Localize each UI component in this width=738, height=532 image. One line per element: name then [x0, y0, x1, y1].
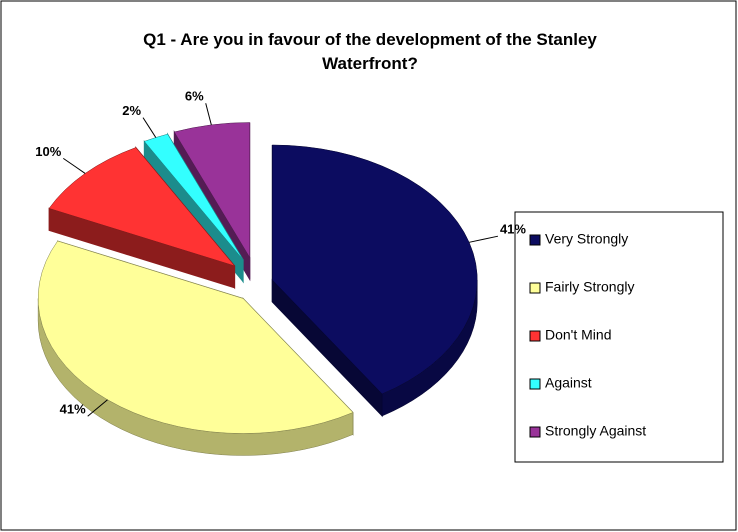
legend-swatch [529, 234, 541, 246]
data-label: 6% [185, 89, 204, 104]
legend-label: Against [545, 375, 592, 391]
legend-swatch [529, 378, 541, 390]
data-label: 41% [500, 222, 526, 237]
data-label: 41% [60, 402, 86, 417]
leader-line [142, 117, 157, 138]
legend-label: Don't Mind [545, 327, 611, 343]
legend-swatch [529, 282, 541, 294]
legend-swatch [529, 426, 541, 438]
chart-title: Q1 - Are you in favour of the developmen… [143, 30, 597, 73]
slice [272, 144, 478, 395]
data-label: 2% [122, 103, 141, 118]
leader-line [87, 399, 108, 417]
leader-line [205, 103, 212, 126]
legend-swatch [529, 330, 541, 342]
slice [48, 147, 236, 267]
legend-label: Fairly Strongly [545, 279, 634, 295]
legend-label: Very Strongly [545, 231, 628, 247]
slice [173, 122, 251, 259]
slice [143, 133, 244, 260]
leader-line [469, 235, 499, 243]
legend-box [514, 211, 724, 463]
data-label: 10% [35, 144, 61, 159]
slice [37, 240, 354, 434]
leader-line [62, 157, 86, 174]
legend-label: Strongly Against [545, 423, 646, 439]
